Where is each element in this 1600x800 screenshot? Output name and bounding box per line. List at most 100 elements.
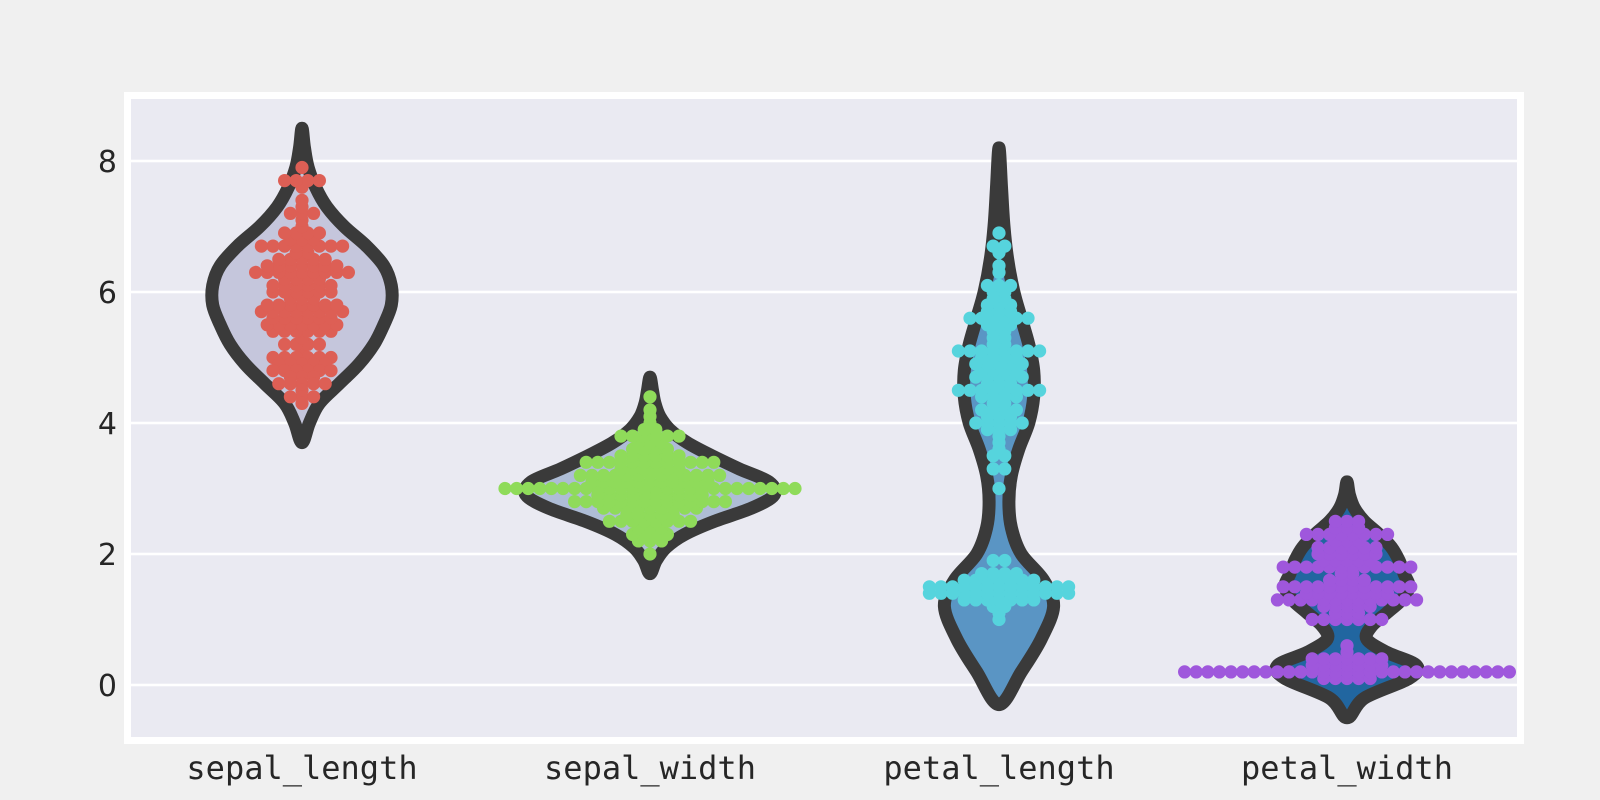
swarm-point <box>975 567 989 581</box>
swarm-point <box>975 403 989 417</box>
swarm-point <box>1340 639 1354 653</box>
swarm-point <box>318 252 332 266</box>
swarm-point <box>254 239 268 253</box>
swarm-point <box>318 298 332 312</box>
swarm-petal_width <box>1178 514 1516 686</box>
swarm-point <box>307 390 321 404</box>
y-tick-label: 8 <box>98 145 117 180</box>
y-tick-label: 6 <box>98 276 117 311</box>
swarm-point <box>260 259 274 273</box>
swarm-point <box>788 481 802 496</box>
swarm-point <box>1294 665 1308 679</box>
x-tick-label: sepal_width <box>544 749 756 787</box>
swarm-point <box>1033 383 1047 397</box>
swarm-point <box>776 481 791 496</box>
swarm-point <box>701 468 715 482</box>
swarm-point <box>963 383 977 397</box>
swarm-point <box>614 429 628 443</box>
swarm-point <box>301 174 315 188</box>
swarm-point <box>963 311 977 325</box>
swarm-point <box>1456 665 1470 679</box>
swarm-point <box>1352 514 1366 528</box>
swarm-point <box>307 206 321 220</box>
swarm-point <box>266 239 280 253</box>
swarm-point <box>1004 278 1018 293</box>
swarm-point <box>1299 580 1313 594</box>
swarm-point <box>602 455 617 469</box>
swarm-point <box>1236 665 1250 679</box>
swarm-point <box>544 481 559 496</box>
swarm-point <box>684 455 698 469</box>
swarm-point <box>1033 344 1047 358</box>
swarm-point <box>591 455 605 469</box>
swarm-point <box>579 455 593 469</box>
swarm-point <box>1392 580 1406 594</box>
swarm-point <box>1479 665 1493 679</box>
y-tick-label: 2 <box>98 538 117 573</box>
swarm-point <box>1410 593 1424 607</box>
x-tick-label: sepal_length <box>186 749 417 787</box>
swarm-point <box>1299 560 1313 574</box>
swarm-point <box>753 481 767 496</box>
swarm-point <box>951 344 966 358</box>
swarm-point <box>946 580 960 594</box>
swarm-point <box>1201 665 1215 679</box>
swarm-point <box>1340 514 1354 528</box>
swarm-point <box>707 495 721 509</box>
swarm-point <box>278 174 292 188</box>
swarm-sepal_width <box>498 390 802 561</box>
swarm-point <box>934 580 948 594</box>
swarm-point <box>1357 573 1371 587</box>
swarm-point <box>1038 580 1052 594</box>
swarm-point <box>998 462 1012 476</box>
swarm-point <box>707 455 721 469</box>
swarm-point <box>1288 580 1302 594</box>
swarm-point <box>1328 514 1342 528</box>
swarm-point <box>1305 652 1319 666</box>
x-tick-label: petal_width <box>1241 749 1453 787</box>
swarm-point <box>998 239 1012 253</box>
swarm-point <box>1392 560 1406 574</box>
swarm-point <box>695 455 709 469</box>
swarm-point <box>330 298 344 312</box>
swarm-point <box>1009 344 1024 358</box>
swarm-point <box>272 298 286 312</box>
swarm-point <box>1062 580 1076 594</box>
swarm-point <box>1282 665 1296 679</box>
swarm-point <box>1363 612 1377 627</box>
swarm-point <box>1468 665 1482 679</box>
swarm-point <box>312 174 326 188</box>
swarm-point <box>1276 580 1290 594</box>
swarm-point <box>278 226 292 240</box>
swarm-point <box>266 278 280 293</box>
swarm-point <box>341 265 355 279</box>
swarm-point <box>992 259 1006 273</box>
swarm-point <box>330 259 344 273</box>
swarm-point <box>684 514 698 528</box>
swarm-point <box>1381 560 1395 574</box>
swarm-point <box>579 495 593 509</box>
swarm-point <box>556 481 570 496</box>
swarm-point <box>614 449 628 463</box>
swarm-point <box>602 514 617 528</box>
swarm-point <box>1381 580 1395 594</box>
swarm-point <box>324 278 338 293</box>
swarm-point <box>672 429 686 443</box>
swarm-petal_length <box>922 226 1076 627</box>
swarm-point <box>266 364 280 378</box>
swarm-point <box>626 429 640 443</box>
swarm-point <box>283 390 297 404</box>
swarm-point <box>521 481 535 496</box>
swarm-point <box>278 337 292 351</box>
swarm-point <box>1282 593 1296 607</box>
swarm-point <box>992 278 1006 293</box>
swarm-point <box>969 416 983 430</box>
swarm-point <box>980 278 995 293</box>
swarm-point <box>1009 567 1024 581</box>
swarm-point <box>1050 580 1064 594</box>
swarm-point <box>992 226 1006 240</box>
swarm-point <box>509 481 524 496</box>
swarm-point <box>336 239 350 253</box>
swarm-point <box>1224 665 1238 679</box>
